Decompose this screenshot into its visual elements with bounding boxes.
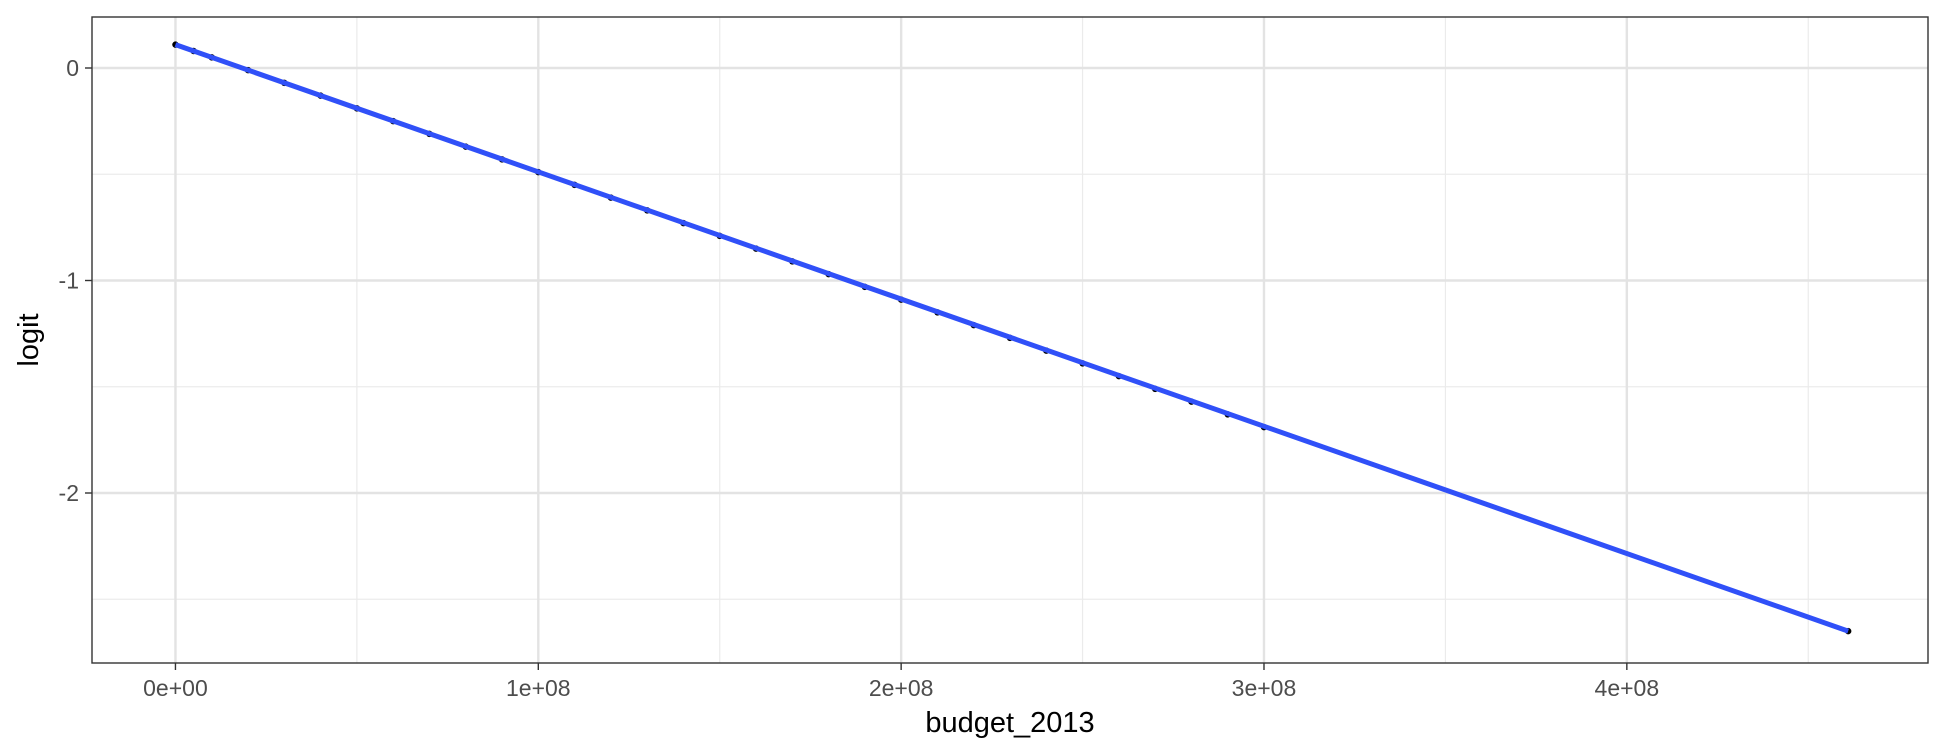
fit-line-layer [174,42,1849,634]
plot-border [91,16,1929,664]
y-axis: 0 -1 -2 [59,55,92,506]
x-tick-label: 2e+08 [869,675,934,701]
y-tick-label: -1 [59,268,79,294]
x-axis: 0e+00 1e+08 2e+08 3e+08 4e+08 [143,663,1659,701]
x-axis-title: budget_2013 [925,707,1094,739]
fit-line [174,42,1849,634]
x-tick-label: 1e+08 [506,675,571,701]
grid-major [92,17,1928,663]
grid-minor [92,17,1928,663]
y-tick-label: 0 [66,55,79,81]
y-axis-title: logit [13,313,45,366]
x-tick-label: 0e+00 [143,675,208,701]
x-tick-label: 3e+08 [1232,675,1297,701]
y-tick-label: -2 [59,480,79,506]
x-tick-label: 4e+08 [1595,675,1660,701]
